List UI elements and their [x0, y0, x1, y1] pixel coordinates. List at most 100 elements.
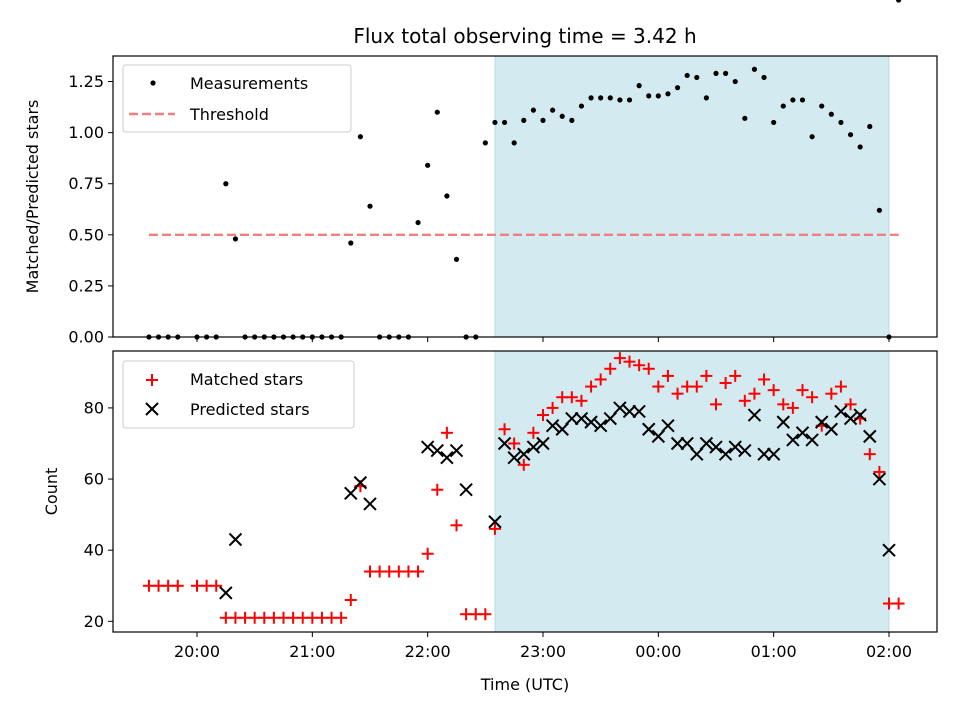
predicted-star-point: [363, 497, 377, 511]
y-tick-label: 0.75: [68, 174, 104, 193]
predicted-star-point: [786, 433, 800, 447]
matched-star-point: [335, 611, 348, 624]
matched-star-point: [661, 369, 674, 382]
predicted-star-point: [834, 404, 848, 419]
predicted-star-point: [709, 440, 723, 454]
measurement-point: [799, 97, 806, 103]
predicted-star-point: [430, 443, 444, 458]
predicted-star-point: [488, 515, 502, 529]
top-y-ticks: 0.00 0.25 0.50 0.75 1.00 1.25: [68, 72, 113, 347]
predicted-star-point: [776, 415, 790, 429]
measurement-point: [876, 207, 882, 213]
y-tick-label: 1.00: [68, 123, 104, 142]
legend-matched-label: Matched stars: [190, 370, 303, 389]
x-tick-label: 20:00: [174, 642, 220, 661]
matched-star-point: [498, 423, 511, 436]
measurement-point: [578, 103, 585, 109]
matched-star-point: [431, 483, 444, 496]
bottom-x-ticks: 20:00 21:00 22:00 23:00 00:00 01:00 02:00: [174, 632, 912, 661]
matched-star-point: [575, 394, 588, 407]
measurement-point: [713, 70, 719, 76]
matched-star-point: [767, 384, 780, 397]
predicted-star-point: [843, 411, 858, 426]
predicted-star-point: [353, 475, 368, 490]
x-tick-label: 01:00: [751, 642, 797, 661]
measurement-point: [857, 144, 863, 150]
measurement-point: [847, 132, 854, 138]
measurement-point: [655, 93, 661, 99]
bottom-y-ticks: 20 40 60 80: [84, 398, 113, 631]
bottom-legend-box: [122, 360, 355, 429]
predicted-star-point: [497, 436, 512, 451]
predicted-star-point: [853, 408, 867, 422]
matched-star-point: [796, 384, 809, 397]
legend-matched-marker: [146, 374, 158, 386]
measurement-point: [838, 119, 844, 126]
matched-star-point: [710, 398, 722, 411]
measurement-point: [646, 93, 652, 99]
predicted-star-point: [507, 451, 521, 465]
x-tick-label: 00:00: [635, 642, 681, 661]
measurement-points: [146, 0, 902, 340]
measurement-point: [723, 70, 729, 76]
predicted-star-point: [440, 451, 454, 465]
predicted-star-point: [517, 447, 531, 461]
measurement-point: [761, 74, 767, 81]
predicted-star-point: [815, 415, 829, 429]
bottom-panel: 20 40 60 80 20:00 21:00 22:00 23:00 00:00 01:00 0…: [42, 350, 938, 694]
matched-star-point: [412, 565, 425, 578]
matched-star-point: [873, 465, 886, 478]
matched-star-point: [440, 426, 453, 439]
top-legend: Measurements Threshold: [122, 64, 352, 133]
predicted-star-point: [526, 440, 541, 454]
predicted-star-point: [632, 404, 646, 419]
measurement-point: [790, 97, 796, 103]
predicted-star-point: [795, 426, 810, 440]
predicted-star-point: [459, 483, 473, 497]
predicted-stars-points: [219, 401, 896, 600]
matched-star-point: [738, 394, 751, 407]
matched-star-point: [786, 401, 799, 414]
y-tick-label: 0.00: [68, 328, 104, 347]
measurement-point: [453, 256, 460, 262]
measurement-point: [559, 113, 565, 119]
matched-star-point: [758, 373, 771, 386]
measurement-point: [617, 97, 623, 103]
y-tick-label: 0.25: [68, 276, 104, 295]
matched-star-point: [210, 579, 223, 592]
predicted-star-point: [651, 429, 666, 444]
predicted-star-point: [420, 440, 435, 454]
predicted-star-point: [805, 433, 819, 447]
matched-star-point: [527, 426, 540, 439]
predicted-star-point: [766, 447, 781, 461]
predicted-star-point: [536, 436, 550, 451]
matched-star-point: [729, 369, 742, 382]
measurement-point: [732, 78, 738, 85]
matched-stars-points: [142, 352, 905, 624]
x-tick-label: 22:00: [405, 642, 451, 661]
y-tick-label: 0.50: [68, 225, 104, 244]
x-tick-label: 23:00: [520, 642, 566, 661]
legend-threshold-label: Threshold: [189, 105, 269, 124]
predicted-star-point: [219, 586, 233, 600]
matched-star-point: [537, 409, 549, 422]
x-tick-label: 02:00: [866, 642, 912, 661]
measurement-point: [626, 97, 633, 103]
measurement-point: [367, 203, 373, 209]
measurement-point: [530, 107, 536, 113]
matched-star-point: [748, 387, 761, 400]
matched-star-point: [488, 522, 501, 535]
predicted-star-point: [690, 447, 704, 461]
matched-star-point: [806, 391, 819, 404]
measurement-point: [703, 95, 709, 101]
matched-star-point: [623, 355, 636, 368]
bottom-y-axis-label: Count: [42, 468, 61, 516]
y-tick-label: 40: [84, 541, 104, 560]
matched-star-point: [565, 391, 578, 404]
measurement-point: [357, 134, 363, 140]
predicted-star-point: [642, 422, 656, 436]
predicted-star-point: [449, 443, 464, 458]
predicted-star-point: [882, 543, 896, 557]
measurement-point: [771, 119, 777, 126]
